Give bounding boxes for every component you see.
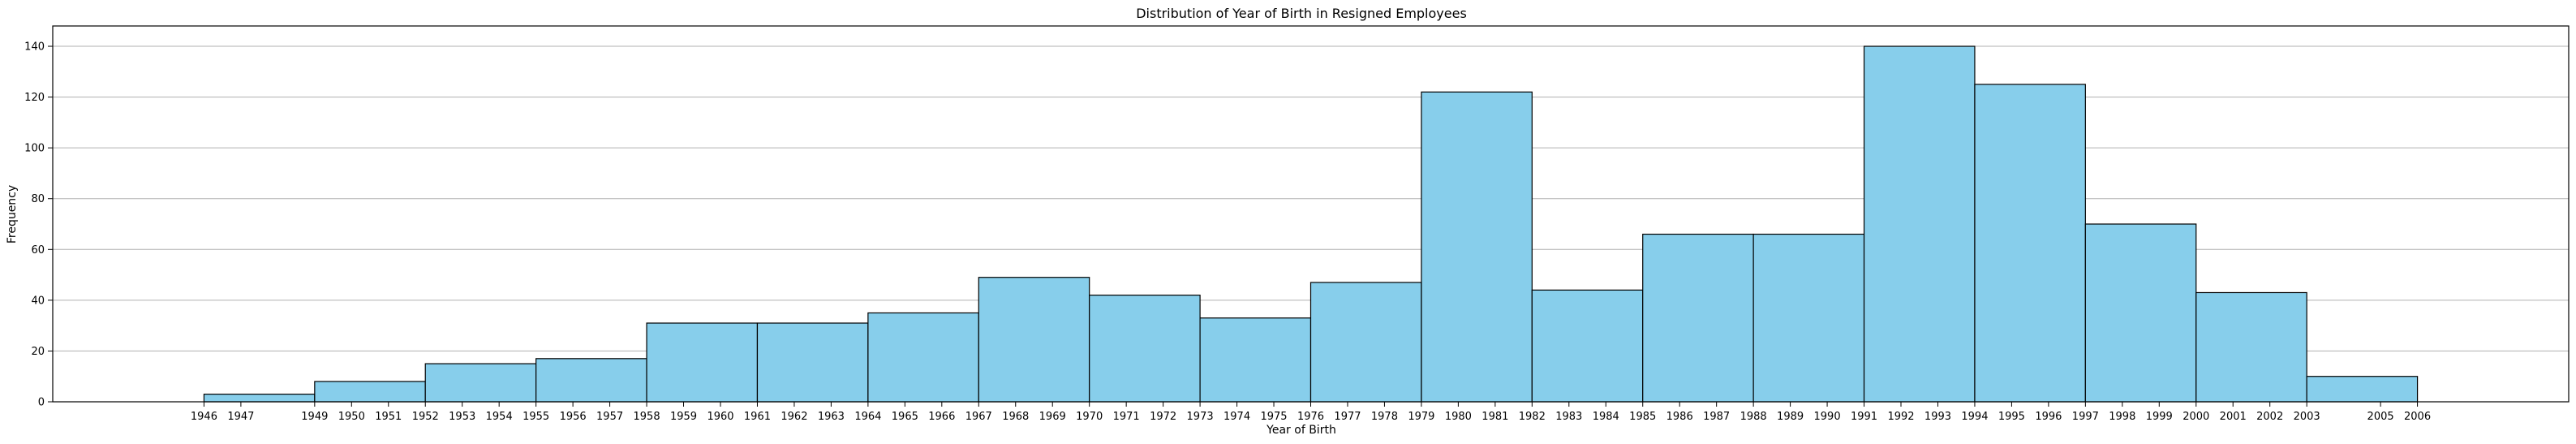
histogram-bar: [867, 312, 979, 403]
bars: [203, 45, 2419, 403]
chart-title: Distribution of Year of Birth in Resigne…: [1136, 6, 1467, 21]
x-tick-label: 2003: [2294, 411, 2320, 423]
histogram-bar: [2195, 291, 2307, 403]
x-tick-label: 1979: [1408, 411, 1434, 423]
histogram-bar: [535, 358, 647, 403]
histogram-bar: [1089, 295, 1201, 403]
x-tick-label: 1961: [744, 411, 771, 423]
x-tick-label: 1980: [1445, 411, 1472, 423]
x-tick-label: 1971: [1113, 411, 1140, 423]
histogram-bar: [1863, 45, 1976, 403]
x-tick-label: 2005: [2367, 411, 2394, 423]
x-tick-label: 1994: [1961, 411, 1988, 423]
histogram-bar: [2306, 376, 2419, 403]
x-tick-label: 1975: [1260, 411, 1287, 423]
x-tick-label: 1993: [1924, 411, 1951, 423]
y-tick-label: 100: [24, 143, 45, 155]
x-tick-label: 2001: [2220, 411, 2247, 423]
x-tick-label: 1952: [412, 411, 439, 423]
histogram-bar: [2084, 223, 2197, 403]
x-tick-label: 1951: [375, 411, 402, 423]
y-tick-label: 80: [31, 193, 45, 205]
x-tick-label: 1962: [781, 411, 807, 423]
x-tick-label: 1983: [1555, 411, 1582, 423]
x-tick-label: 1946: [191, 411, 217, 423]
x-tick-label: 1954: [486, 411, 513, 423]
x-tick-label: 2002: [2256, 411, 2283, 423]
x-tick-label: 1965: [892, 411, 918, 423]
x-axis-ticks: 1946 1947 1949 1950 1951 1952 1953 1954 1955 1956…: [191, 402, 2431, 423]
x-tick-label: 1985: [1629, 411, 1656, 423]
x-tick-label: 1984: [1593, 411, 1619, 423]
histogram-bar: [1974, 84, 2086, 403]
histogram-bar: [424, 363, 537, 403]
x-tick-label: 1978: [1371, 411, 1398, 423]
histogram-bar: [978, 277, 1090, 403]
x-tick-label: 1973: [1187, 411, 1214, 423]
histogram-bar: [203, 394, 316, 403]
x-tick-label: 1999: [2146, 411, 2173, 423]
x-tick-label: 1998: [2109, 411, 2135, 423]
x-axis-label: Year of Birth: [1266, 424, 1336, 437]
x-tick-label: 1968: [1002, 411, 1029, 423]
x-tick-label: 1967: [965, 411, 992, 423]
x-tick-label: 1959: [670, 411, 697, 423]
x-tick-label: 1974: [1223, 411, 1250, 423]
x-tick-label: 1957: [596, 411, 623, 423]
x-tick-label: 1970: [1076, 411, 1103, 423]
x-tick-label: 1964: [854, 411, 881, 423]
y-tick-label: 60: [31, 244, 45, 256]
histogram-bar: [646, 322, 759, 403]
x-tick-label: 1992: [1887, 411, 1914, 423]
x-tick-label: 1969: [1039, 411, 1066, 423]
x-tick-label: 1963: [818, 411, 845, 423]
x-tick-label: 1958: [634, 411, 660, 423]
x-tick-label: 1996: [2035, 411, 2062, 423]
x-tick-label: 2006: [2404, 411, 2431, 423]
plot-area-frame: [52, 25, 2570, 403]
x-tick-label: 1947: [227, 411, 254, 423]
histogram-bar: [1421, 91, 1533, 403]
x-tick-label: 1987: [1703, 411, 1730, 423]
x-tick-label: 1997: [2072, 411, 2099, 423]
x-tick-label: 1976: [1297, 411, 1324, 423]
x-tick-label: 1982: [1519, 411, 1546, 423]
histogram-bar: [1752, 233, 1865, 403]
histogram-bar: [756, 322, 869, 403]
y-tick-label: 140: [24, 41, 45, 54]
y-axis-label: Frequency: [6, 185, 19, 244]
x-tick-label: 1988: [1740, 411, 1767, 423]
x-tick-label: 1991: [1851, 411, 1877, 423]
histogram-bar: [1642, 233, 1754, 403]
y-tick-label: 20: [31, 346, 45, 358]
x-tick-label: 1953: [449, 411, 475, 423]
x-tick-label: 1956: [560, 411, 587, 423]
histogram-bar: [314, 381, 426, 403]
x-tick-label: 1989: [1777, 411, 1804, 423]
grid-lines: [53, 45, 2569, 351]
y-tick-label: 120: [24, 92, 45, 104]
x-tick-label: 1972: [1150, 411, 1176, 423]
x-tick-label: 2000: [2183, 411, 2209, 423]
x-tick-label: 1966: [928, 411, 955, 423]
histogram-bar: [1531, 289, 1644, 403]
y-axis-ticks: 0 20 40 60 80 100 120 140: [24, 41, 53, 409]
x-tick-label: 1977: [1334, 411, 1361, 423]
x-tick-label: 1990: [1814, 411, 1841, 423]
x-tick-label: 1986: [1666, 411, 1693, 423]
x-tick-label: 1960: [707, 411, 733, 423]
x-tick-label: 1995: [1998, 411, 2025, 423]
x-tick-label: 1950: [338, 411, 365, 423]
histogram-bar: [1199, 317, 1312, 403]
y-tick-label: 0: [38, 397, 45, 409]
x-tick-label: 1955: [523, 411, 549, 423]
x-tick-label: 1981: [1482, 411, 1508, 423]
x-tick-label: 1949: [301, 411, 328, 423]
y-tick-label: 40: [31, 295, 45, 307]
histogram-bar: [1310, 282, 1422, 403]
